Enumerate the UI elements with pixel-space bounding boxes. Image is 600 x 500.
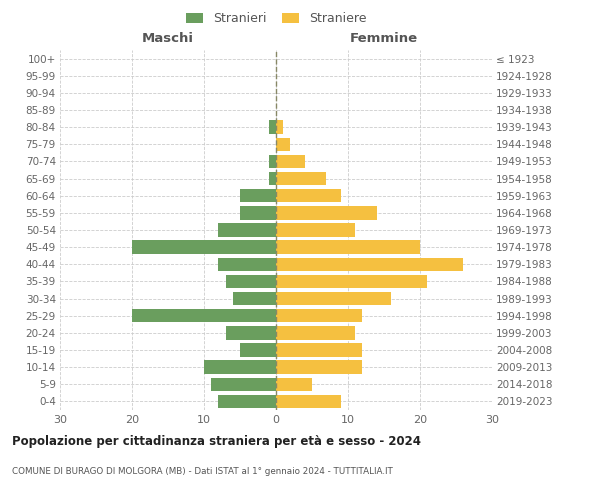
Bar: [240, 206, 276, 220]
Text: Maschi: Maschi: [142, 32, 194, 45]
Bar: [240, 189, 276, 202]
Bar: [269, 172, 276, 186]
Text: Femmine: Femmine: [350, 32, 418, 45]
Bar: [276, 360, 362, 374]
Bar: [211, 378, 276, 391]
Bar: [276, 206, 377, 220]
Bar: [276, 378, 312, 391]
Bar: [276, 189, 341, 202]
Bar: [276, 326, 355, 340]
Bar: [276, 309, 362, 322]
Bar: [269, 154, 276, 168]
Bar: [276, 172, 326, 186]
Bar: [218, 224, 276, 236]
Bar: [132, 309, 276, 322]
Bar: [276, 394, 341, 408]
Text: COMUNE DI BURAGO DI MOLGORA (MB) - Dati ISTAT al 1° gennaio 2024 - TUTTITALIA.IT: COMUNE DI BURAGO DI MOLGORA (MB) - Dati …: [12, 468, 393, 476]
Bar: [276, 138, 290, 151]
Bar: [218, 394, 276, 408]
Bar: [276, 274, 427, 288]
Bar: [204, 360, 276, 374]
Text: Popolazione per cittadinanza straniera per età e sesso - 2024: Popolazione per cittadinanza straniera p…: [12, 435, 421, 448]
Bar: [276, 344, 362, 356]
Bar: [218, 258, 276, 271]
Bar: [269, 120, 276, 134]
Bar: [276, 240, 420, 254]
Bar: [276, 258, 463, 271]
Bar: [233, 292, 276, 306]
Bar: [226, 326, 276, 340]
Bar: [132, 240, 276, 254]
Bar: [276, 224, 355, 236]
Bar: [276, 292, 391, 306]
Bar: [276, 120, 283, 134]
Bar: [276, 154, 305, 168]
Legend: Stranieri, Straniere: Stranieri, Straniere: [182, 8, 370, 29]
Bar: [240, 344, 276, 356]
Bar: [226, 274, 276, 288]
